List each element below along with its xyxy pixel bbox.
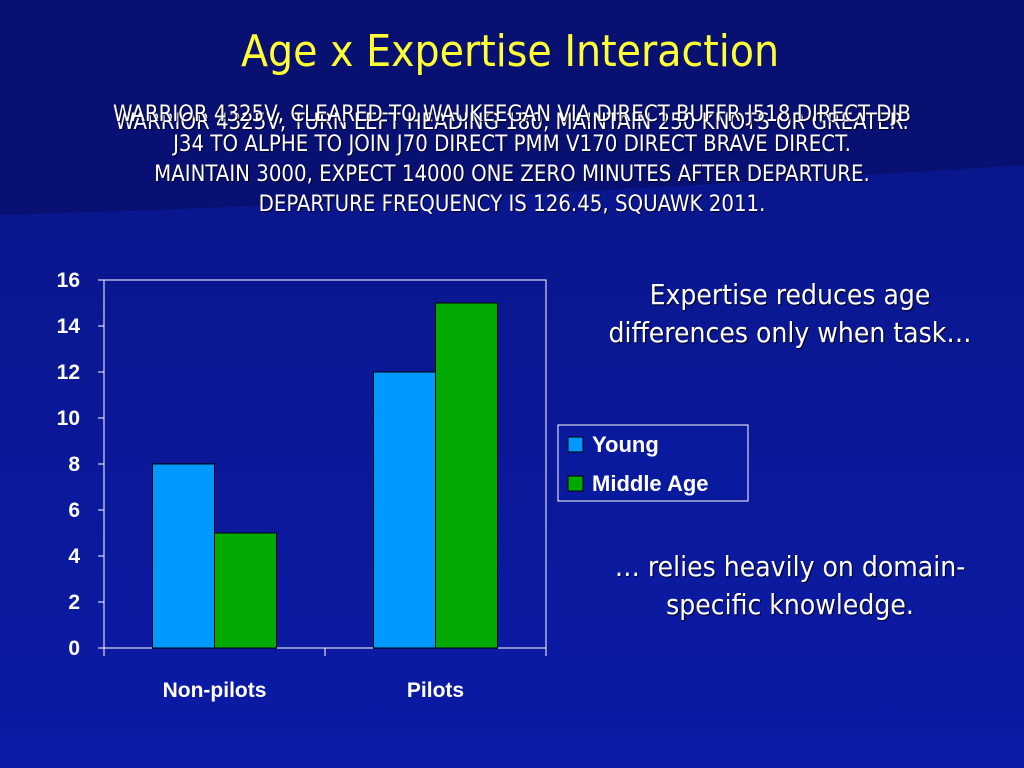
y-tick-label: 10 [57,407,80,430]
note-line: … relies heavily on domain- [614,550,966,583]
clearance-text-overlay: WARRIOR 4325V, TURN LEFT HEADING 180, MA… [22,108,1002,138]
note-line: differences only when task… [608,316,972,349]
y-tick-label: 12 [57,361,80,384]
x-tick-label: Non-pilots [163,679,267,702]
y-tick-label: 2 [68,591,80,614]
y-tick-label: 14 [57,315,81,338]
clearance-line: J34 TO ALPHE TO JOIN J70 DIRECT PMM V170… [173,132,851,157]
bar-young [152,463,215,649]
clearance-text: WARRIOR 4325V, CLEARED TO WAUKEEGAN VIA … [22,100,1002,220]
clearance-overlay-line: WARRIOR 4325V, TURN LEFT HEADING 180, MA… [115,110,909,135]
y-tick-label: 8 [68,453,80,476]
legend-swatch [567,475,584,492]
legend-swatch [567,436,584,453]
clearance-line: WARRIOR 4325V, CLEARED TO WAUKEEGAN VIA … [113,102,911,127]
note-line: Expertise reduces age [649,278,931,311]
note-expertise: Expertise reduces age differences only w… [560,276,1020,352]
y-tick-label: 0 [68,637,80,660]
note-domain-knowledge: … relies heavily on domain- specific kno… [560,548,1020,624]
note-line: specific knowledge. [666,588,914,621]
legend-label: Middle Age [592,471,709,496]
y-tick-label: 4 [68,545,80,568]
clearance-line: DEPARTURE FREQUENCY IS 126.45, SQUAWK 20… [258,192,766,217]
legend-label: Young [592,432,659,457]
bar-young [373,371,436,649]
bar-middle-age [435,302,498,649]
slide-title: Age x Expertise Interaction [240,26,780,77]
clearance-line: MAINTAIN 3000, EXPECT 14000 ONE ZERO MIN… [154,162,870,187]
legend-box [557,424,749,502]
bar-middle-age [214,532,277,649]
y-tick-label: 6 [68,499,80,522]
x-tick-label: Pilots [407,679,464,702]
y-tick-label: 16 [57,269,80,292]
